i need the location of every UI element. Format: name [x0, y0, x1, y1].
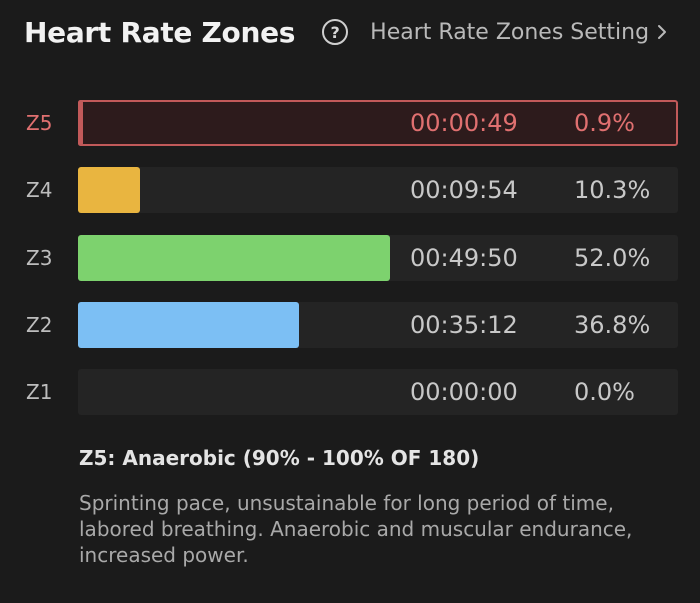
zone-percent: 0.0%: [574, 378, 635, 406]
zone-row-z3[interactable]: Z3 00:49:50 52.0%: [0, 235, 700, 281]
zone-description-title: Z5: Anaerobic (90% - 100% OF 180): [79, 446, 480, 470]
zone-bar: [78, 100, 83, 146]
zone-label: Z5: [26, 111, 53, 135]
zone-percent: 52.0%: [574, 244, 651, 272]
zone-track: [78, 235, 678, 281]
zone-label: Z1: [26, 380, 53, 404]
zone-row-z5[interactable]: Z5 00:00:49 0.9%: [0, 100, 700, 146]
zone-label: Z3: [26, 246, 53, 270]
zone-bar: [78, 302, 299, 348]
zone-track: [78, 100, 678, 146]
zone-percent: 10.3%: [574, 176, 651, 204]
zone-time: 00:49:50: [410, 244, 518, 272]
zone-track: [78, 369, 678, 415]
zone-track: [78, 167, 678, 213]
zone-row-z1[interactable]: Z1 00:00:00 0.0%: [0, 369, 700, 415]
zone-bar: [78, 235, 390, 281]
zone-track: [78, 302, 678, 348]
zone-row-z4[interactable]: Z4 00:09:54 10.3%: [0, 167, 700, 213]
page-title: Heart Rate Zones: [24, 15, 296, 49]
header: Heart Rate Zones ? Heart Rate Zones Sett…: [24, 10, 674, 54]
zone-row-z2[interactable]: Z2 00:35:12 36.8%: [0, 302, 700, 348]
zone-label: Z2: [26, 313, 53, 337]
zone-time: 00:00:00: [410, 378, 518, 406]
zone-percent: 36.8%: [574, 311, 651, 339]
question-circle-icon[interactable]: ?: [322, 19, 349, 45]
zone-time: 00:00:49: [410, 109, 518, 137]
zone-description-text: Sprinting pace, unsustainable for long p…: [79, 491, 633, 567]
zone-time: 00:09:54: [410, 176, 518, 204]
zone-label: Z4: [26, 178, 53, 202]
zone-time: 00:35:12: [410, 311, 518, 339]
zone-percent: 0.9%: [574, 109, 635, 137]
chevron-right-icon: [658, 25, 667, 39]
settings-link-label: Heart Rate Zones Setting: [370, 19, 650, 45]
zone-bar: [78, 167, 140, 213]
heart-rate-zones-setting-link[interactable]: Heart Rate Zones Setting: [370, 20, 667, 45]
